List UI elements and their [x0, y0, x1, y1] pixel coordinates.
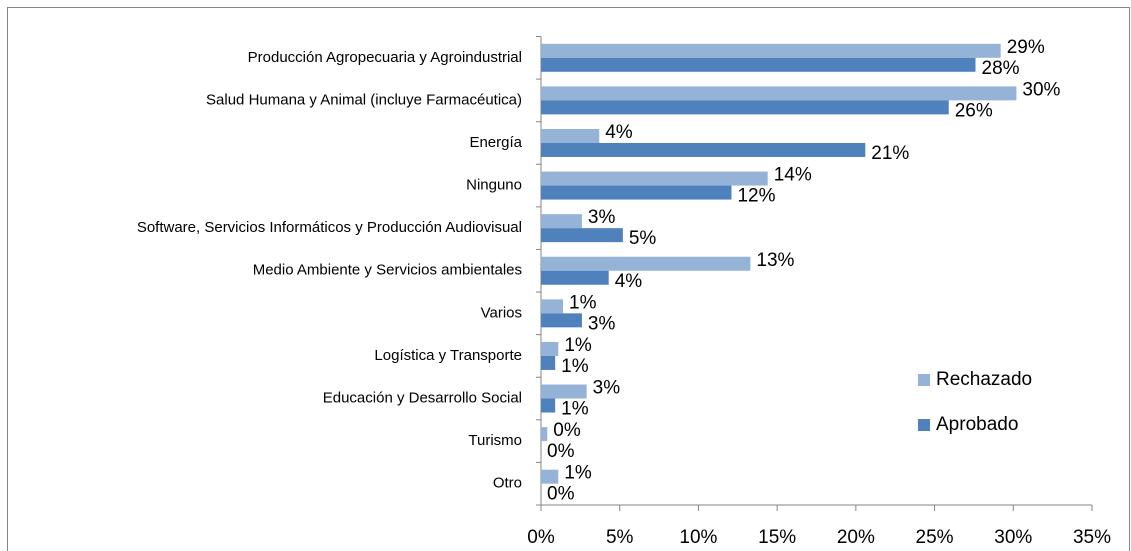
value-label: 28% — [982, 58, 1020, 79]
x-tick-label: 5% — [606, 527, 634, 548]
legend-label: Rechazado — [936, 369, 1032, 390]
bar — [541, 469, 559, 484]
value-label: 26% — [955, 100, 993, 121]
bar — [541, 86, 1017, 101]
bar — [541, 228, 623, 243]
category-label: Software, Servicios Informáticos y Produ… — [137, 219, 522, 236]
category-label: Turismo — [468, 432, 522, 449]
legend-label: Aprobado — [936, 414, 1018, 435]
legend-swatch — [918, 374, 930, 386]
category-label: Salud Humana y Animal (incluye Farmacéut… — [206, 91, 522, 108]
bar — [541, 355, 556, 370]
x-tick-label: 35% — [1073, 527, 1111, 548]
x-tick-label: 10% — [679, 527, 717, 548]
value-label: 3% — [588, 313, 616, 334]
legend-swatch — [918, 419, 930, 431]
value-label: 4% — [615, 271, 643, 292]
bar — [541, 171, 768, 186]
value-label: 29% — [1007, 37, 1045, 58]
bar — [541, 256, 751, 271]
category-label: Energía — [469, 134, 522, 151]
bar — [541, 142, 866, 157]
bar — [541, 270, 609, 285]
value-label: 4% — [605, 122, 633, 143]
value-label: 21% — [871, 143, 909, 164]
x-tick-label: 25% — [916, 527, 954, 548]
bar — [541, 100, 949, 115]
category-label: Varios — [481, 304, 522, 321]
bar — [541, 313, 582, 328]
value-label: 0% — [553, 420, 581, 441]
bar — [541, 214, 582, 229]
value-label: 0% — [547, 484, 575, 505]
value-label: 30% — [1022, 79, 1060, 100]
category-label: Medio Ambiente y Servicios ambientales — [253, 262, 522, 279]
x-tick-label: 30% — [994, 527, 1032, 548]
bar — [541, 185, 732, 200]
category-label: Producción Agropecuaria y Agroindustrial — [248, 49, 522, 66]
value-label: 1% — [561, 356, 589, 377]
x-tick-label: 20% — [837, 527, 875, 548]
value-label: 1% — [569, 292, 597, 313]
value-label: 14% — [774, 165, 812, 186]
bar — [541, 299, 564, 314]
category-label: Ninguno — [466, 177, 522, 194]
value-label: 12% — [737, 186, 775, 207]
value-label: 1% — [564, 335, 592, 356]
bar — [541, 57, 976, 72]
value-label: 1% — [564, 463, 592, 484]
bar — [541, 398, 556, 413]
bar — [541, 427, 548, 442]
bar — [541, 43, 1001, 58]
x-tick-label: 15% — [758, 527, 796, 548]
bar — [541, 384, 587, 399]
category-label: Otro — [493, 475, 522, 492]
value-label: 5% — [629, 228, 657, 249]
value-label: 13% — [756, 250, 794, 271]
value-label: 3% — [593, 378, 621, 399]
bar — [541, 128, 600, 143]
value-label: 1% — [561, 399, 589, 420]
category-label: Educación y Desarrollo Social — [323, 389, 522, 406]
category-label: Logística y Transporte — [374, 347, 522, 364]
value-label: 3% — [588, 207, 616, 228]
value-label: 0% — [547, 441, 575, 462]
bar — [541, 341, 559, 356]
x-tick-label: 0% — [527, 527, 555, 548]
